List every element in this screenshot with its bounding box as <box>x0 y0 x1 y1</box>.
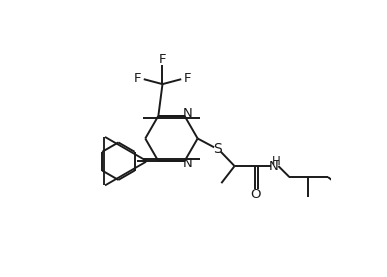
Text: F: F <box>183 71 191 84</box>
Text: F: F <box>134 71 141 84</box>
Text: O: O <box>250 188 260 201</box>
Text: F: F <box>159 53 166 66</box>
Text: S: S <box>213 142 222 156</box>
Text: H: H <box>272 155 281 168</box>
Text: N: N <box>269 160 279 173</box>
Text: N: N <box>183 157 192 170</box>
Text: N: N <box>183 107 192 120</box>
